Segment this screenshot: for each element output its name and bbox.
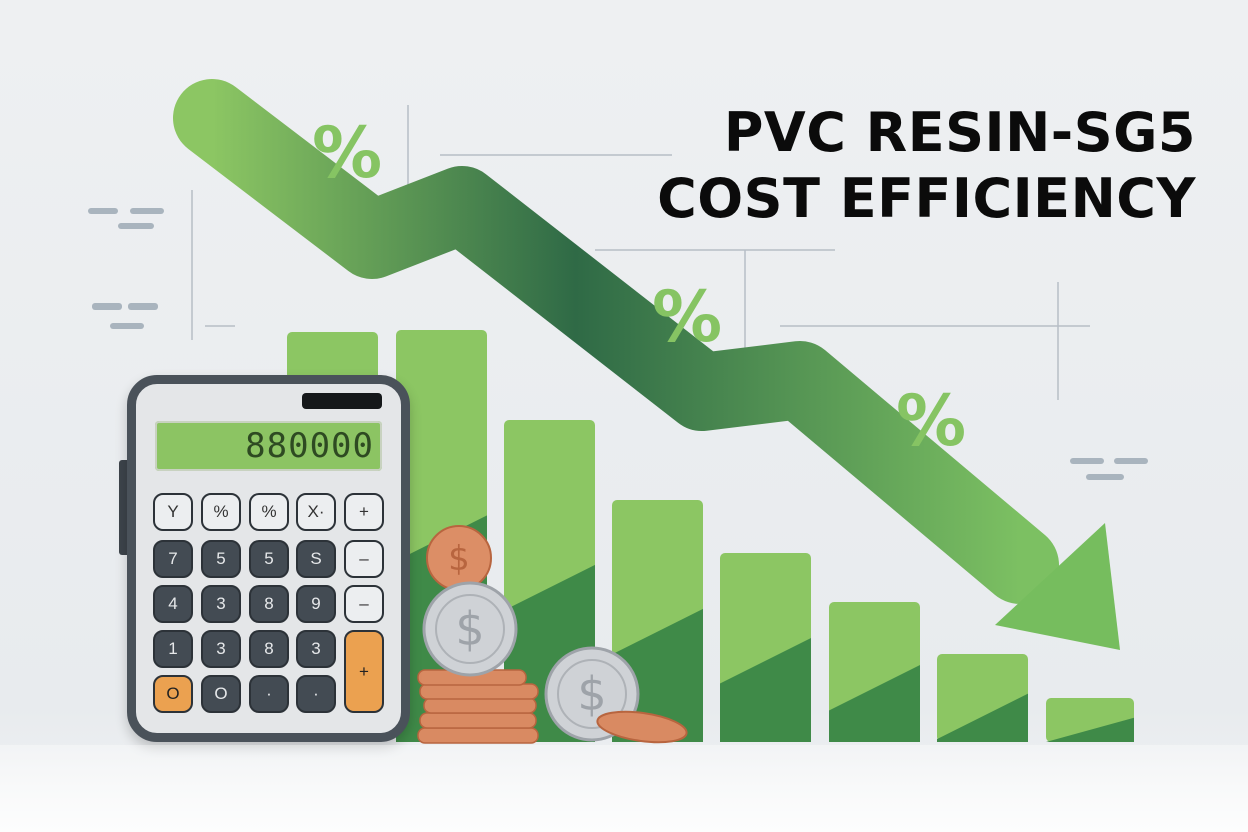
dash-marks [88,208,1148,480]
calculator: 880000 Y%% X· +7 5 5 S –4 3 8 9–1 3 8 3 + O O · · [127,375,410,742]
calculator-key: 5 [249,540,289,578]
calculator-key: % [249,493,289,531]
calculator-key: 5 [201,540,241,578]
headline: PVC RESIN-SG5 COST EFFICIENCY [657,100,1196,232]
headline-line-1: PVC RESIN-SG5 [723,101,1196,164]
headline-line-2: COST EFFICIENCY [657,167,1196,230]
calculator-key: 8 [249,585,289,623]
coins: $ $ $ [417,525,688,744]
calculator-key: O [153,675,193,713]
calculator-key: Y [153,493,193,531]
calculator-key: 7 [153,540,193,578]
calculator-key: X· [296,493,336,531]
calculator-display: 880000 [155,421,382,471]
calculator-side-button [119,460,128,555]
bar-shade [1046,717,1134,742]
floor-reflection [0,745,1248,832]
calculator-key: – [344,585,384,623]
calculator-key: 3 [296,630,336,668]
solar-panel [302,393,382,409]
calculator-key: 8 [249,630,289,668]
downward-arrow [173,79,1120,650]
calculator-key: 9 [296,585,336,623]
calculator-key: 3 [201,630,241,668]
calculator-key: 3 [201,585,241,623]
bar-shade [720,638,811,742]
svg-text:$: $ [577,667,606,721]
calculator-key: + [344,493,384,531]
svg-text:$: $ [455,602,484,656]
calculator-key: O [201,675,241,713]
calculator-key: 1 [153,630,193,668]
percent-symbol: % [312,112,383,194]
svg-text:$: $ [448,539,470,579]
calculator-key: + [344,630,384,713]
calculator-key: S [296,540,336,578]
bar-shade [937,693,1028,742]
percent-symbol: % [896,380,967,462]
calculator-key: – [344,540,384,578]
guide-lines [191,105,1090,400]
bar-shade [829,665,920,742]
calculator-key: % [201,493,241,531]
calculator-key: · [296,675,336,713]
calculator-key: · [249,675,289,713]
calculator-key: 4 [153,585,193,623]
percent-symbol: % [652,276,723,358]
